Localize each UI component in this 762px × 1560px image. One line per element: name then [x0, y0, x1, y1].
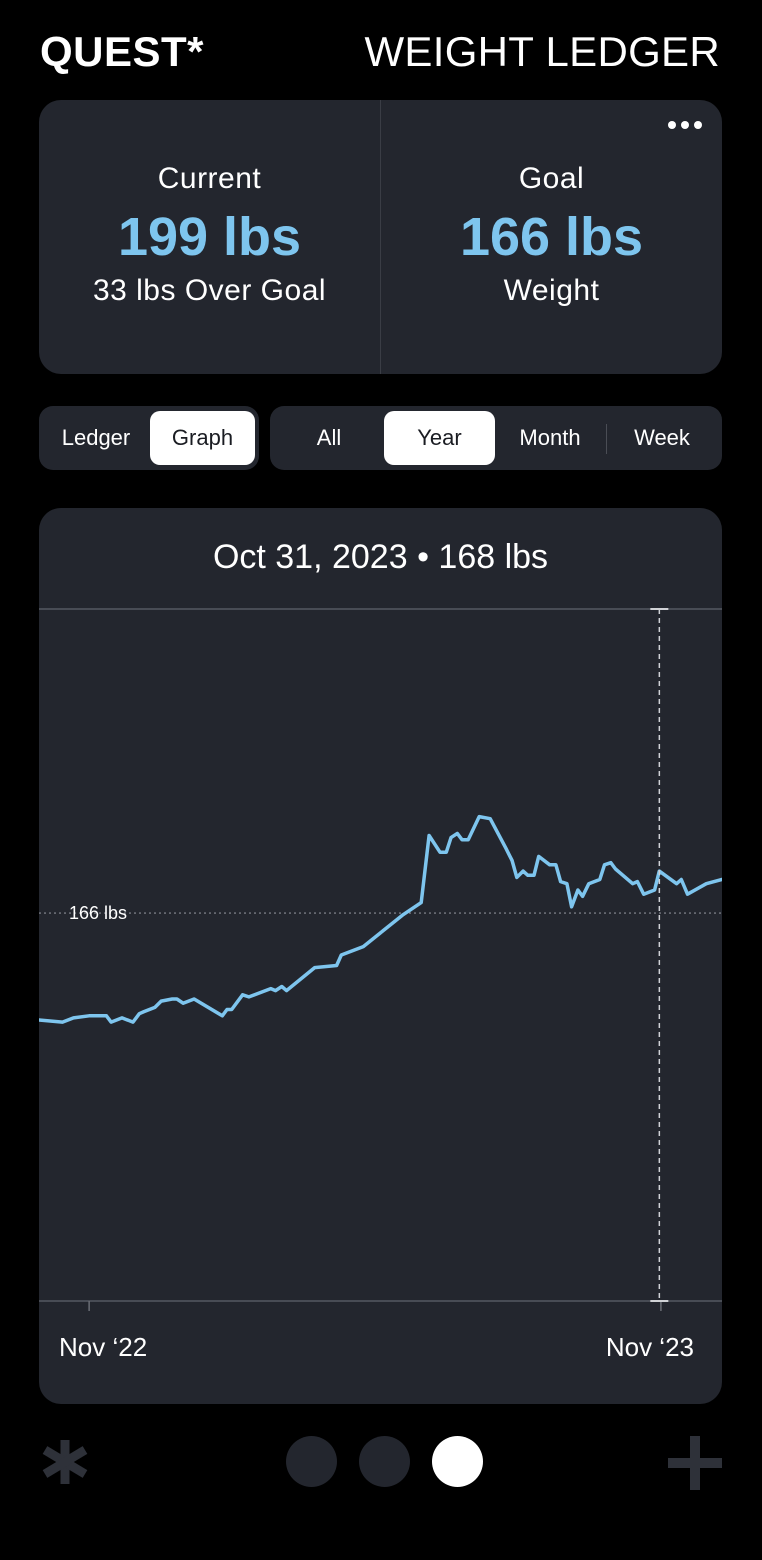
- current-weight-panel: Current 199 lbs 33 lbs Over Goal: [39, 100, 380, 374]
- range-option-all[interactable]: All: [316, 425, 342, 450]
- current-weight-value: 199 lbs: [117, 207, 302, 267]
- goal-weight-panel: Goal 166 lbs Weight: [381, 100, 722, 374]
- range-option-year[interactable]: Year: [384, 411, 495, 465]
- goal-line-label: 166 lbs: [69, 903, 127, 923]
- dot: [694, 121, 702, 129]
- more-dots-icon[interactable]: [662, 110, 708, 140]
- chart-cursor[interactable]: [650, 608, 669, 1302]
- current-label: Current: [157, 162, 262, 195]
- weight-chart[interactable]: 166 lbs: [39, 508, 722, 1404]
- over-goal-text: 33 lbs Over Goal: [92, 274, 327, 307]
- plus-icon[interactable]: [668, 1436, 722, 1490]
- bottom-nav: [0, 1430, 762, 1494]
- stats-divider: [380, 100, 381, 374]
- stats-card: Current 199 lbs 33 lbs Over Goal Goal 16…: [39, 100, 722, 374]
- goal-weight-value: 166 lbs: [459, 207, 644, 267]
- page-dot-2[interactable]: [359, 1436, 410, 1487]
- view-option-graph[interactable]: Graph: [150, 411, 255, 465]
- view-toggle: Ledger Graph: [39, 406, 259, 470]
- goal-label: Goal: [518, 162, 585, 195]
- page-title: WEIGHT LEDGER: [364, 28, 720, 75]
- goal-sub-text: Weight: [503, 274, 600, 307]
- x-tick-marks: [88, 1301, 662, 1311]
- x-tick-label-start: Nov ‘22: [59, 1332, 148, 1362]
- x-tick-label-end: Nov ‘23: [605, 1332, 694, 1362]
- page-dot-3[interactable]: [432, 1436, 483, 1487]
- dot: [668, 121, 676, 129]
- selected-point-readout: Oct 31, 2023 • 168 lbs: [212, 538, 549, 576]
- range-separator: [606, 424, 607, 454]
- app-header: QUEST* WEIGHT LEDGER: [40, 22, 720, 82]
- range-option-month[interactable]: Month: [519, 425, 581, 450]
- asterisk-icon[interactable]: [40, 1430, 90, 1494]
- range-toggle: All Year Month Week: [270, 406, 722, 470]
- dot: [681, 121, 689, 129]
- weight-chart-card: 166 lbs Oct 31, 2023 • 168 lbs Nov ‘22 N…: [39, 508, 722, 1404]
- view-option-ledger[interactable]: Ledger: [61, 425, 131, 450]
- weight-series-line: [39, 814, 722, 1024]
- brand-logo: QUEST*: [40, 28, 205, 75]
- range-option-week[interactable]: Week: [634, 425, 690, 450]
- page-dot-1[interactable]: [286, 1436, 337, 1487]
